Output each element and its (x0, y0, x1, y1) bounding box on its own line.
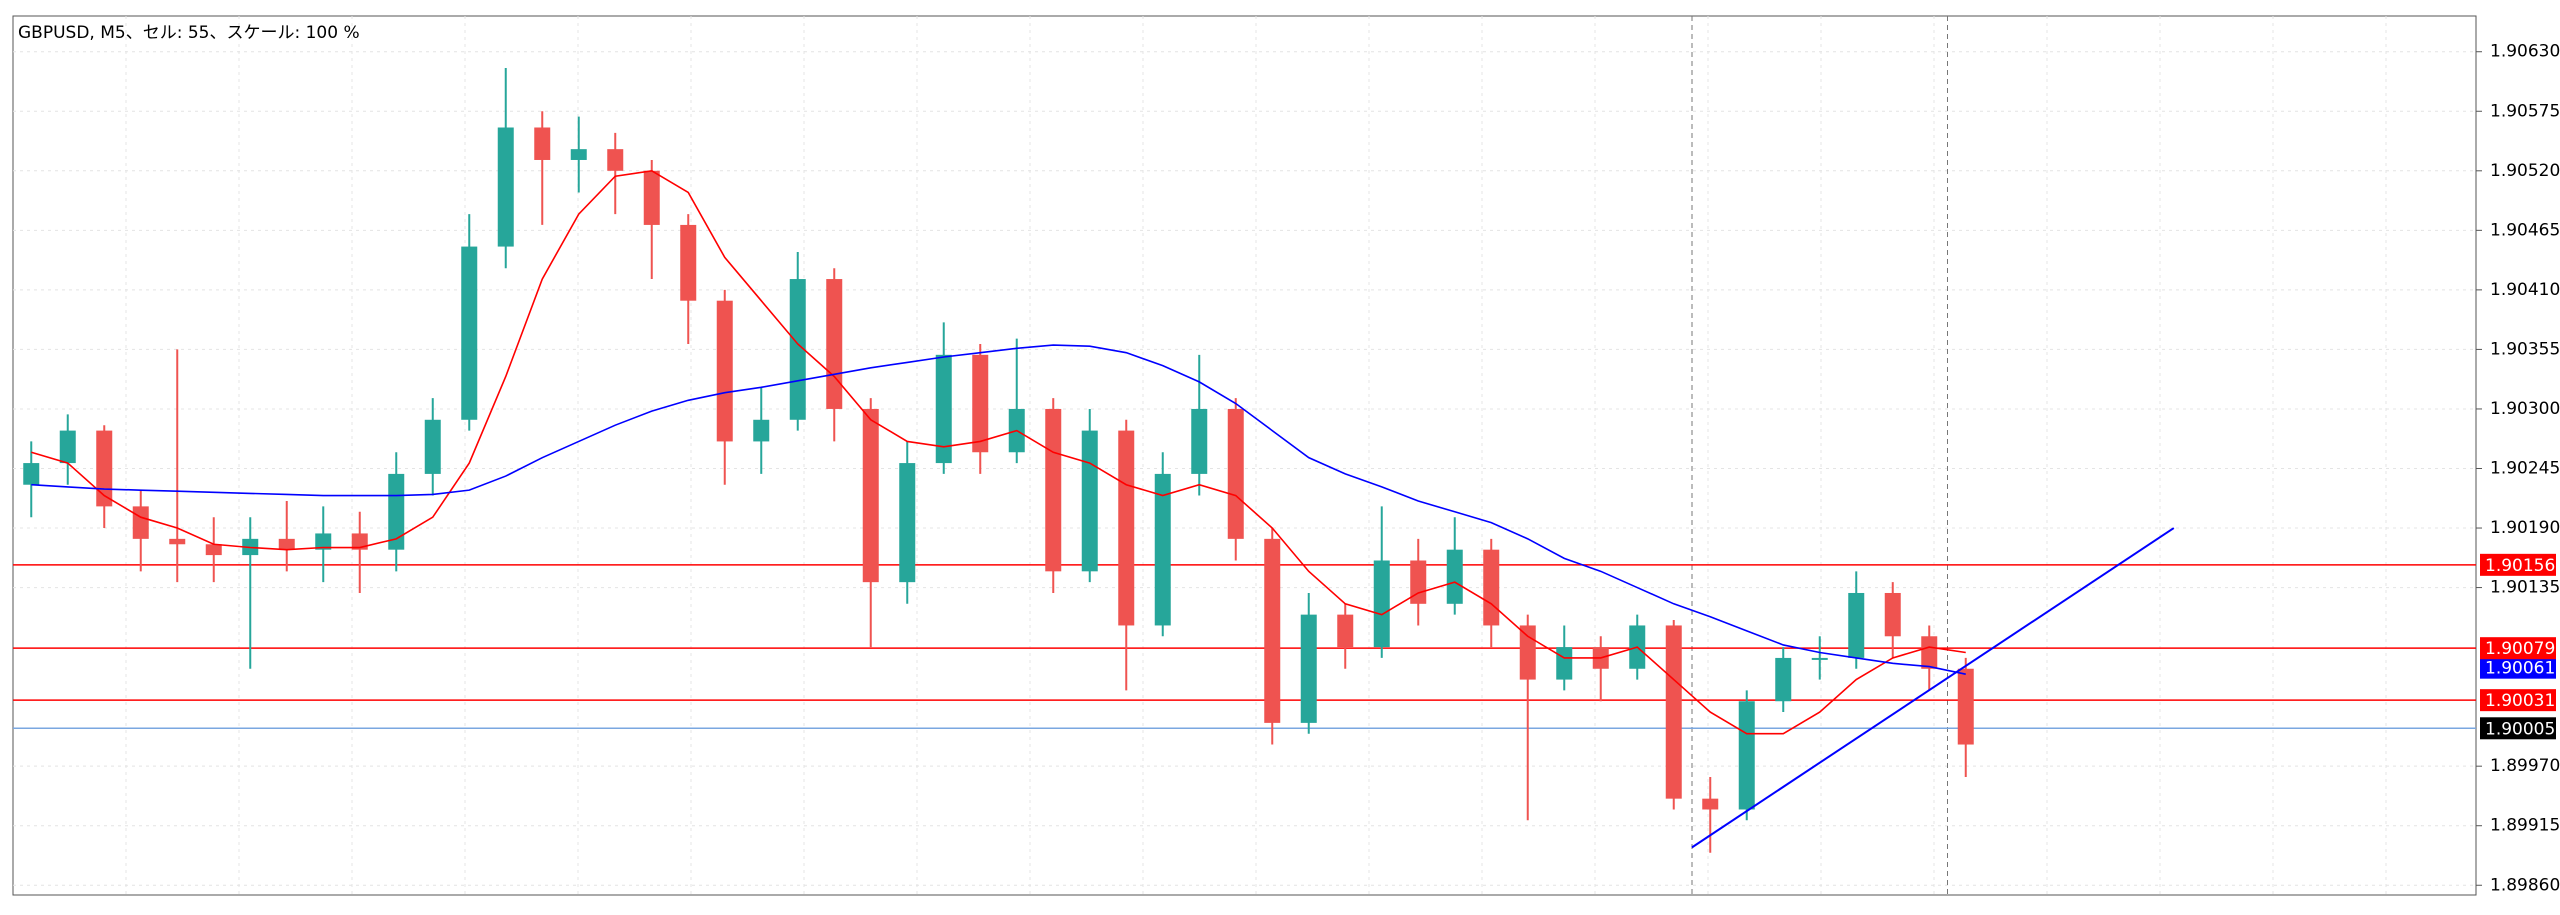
moving-average (31, 344, 1966, 675)
y-tick-label: 1.90355 (2490, 339, 2560, 359)
candle-body (1921, 636, 1938, 669)
candle-body (1118, 430, 1135, 626)
candle-body (607, 149, 624, 171)
y-tick-label: 1.90135 (2490, 578, 2560, 598)
level-label-box (2480, 637, 2556, 660)
candle-body (1154, 473, 1171, 626)
level-label-box (2480, 553, 2556, 576)
candle-body (1446, 549, 1463, 604)
candle-body (23, 463, 40, 485)
candle-body (278, 538, 295, 550)
candle-body (1337, 614, 1354, 648)
candle-body (497, 127, 514, 247)
candle-body (935, 354, 952, 464)
moving-average (31, 169, 1966, 735)
y-tick-label: 1.90520 (2490, 161, 2560, 181)
candle-body (972, 354, 989, 453)
candle-body (1702, 798, 1719, 810)
y-tick-label: 1.89860 (2490, 875, 2560, 895)
candle-body (1300, 614, 1317, 723)
candle-body (1775, 657, 1792, 702)
candle-body (1811, 657, 1828, 660)
y-tick-label: 1.90465 (2490, 220, 2560, 240)
candle-body (753, 419, 770, 442)
candle-body (351, 533, 368, 550)
candle-body (59, 430, 76, 464)
candle-body (1264, 538, 1281, 723)
level-label: 1.90079 (2485, 639, 2555, 659)
y-tick-label: 1.89970 (2490, 756, 2560, 776)
candle-body (643, 170, 660, 225)
candle-body (1556, 647, 1573, 680)
level-label: 1.90156 (2485, 556, 2555, 576)
candle-body (716, 300, 733, 442)
candle-body (1738, 701, 1755, 810)
level-label-box (2480, 689, 2556, 712)
candle-body (315, 533, 332, 550)
y-tick-label: 1.90300 (2490, 399, 2560, 419)
candle-body (680, 224, 697, 301)
candle-body (205, 544, 222, 556)
level-label-box (2480, 656, 2556, 679)
candle-body (789, 279, 806, 420)
plot-frame (12, 15, 2477, 896)
candle-body (1665, 625, 1682, 799)
candle-body (169, 538, 186, 545)
level-label: 1.90031 (2485, 691, 2555, 711)
candle-body (1483, 549, 1500, 626)
candle-body (534, 127, 551, 160)
level-label: 1.90005 (2485, 719, 2555, 739)
candle-body (570, 149, 587, 160)
candle-body (1957, 668, 1974, 745)
y-tick-label: 1.90190 (2490, 518, 2560, 538)
y-tick-label: 1.90245 (2490, 458, 2560, 478)
candle-body (899, 463, 916, 583)
candle-body (862, 408, 879, 583)
candle-body (1227, 408, 1244, 539)
candle-body (1191, 408, 1208, 474)
candle-body (1848, 592, 1865, 658)
candle-body (1081, 430, 1098, 572)
candle-body (1410, 560, 1427, 604)
level-label-box (2480, 717, 2556, 740)
y-tick-label: 1.90575 (2490, 101, 2560, 121)
candle-body (1373, 560, 1390, 648)
candle-body (388, 473, 405, 550)
level-label: 1.90061 (2485, 659, 2555, 679)
candle-body (96, 430, 113, 507)
y-tick-label: 1.90630 (2490, 42, 2560, 62)
chart-title: GBPUSD, M5、セル: 55、スケール: 100 % (18, 23, 360, 43)
candle-body (1519, 625, 1536, 680)
candle-body (132, 506, 149, 539)
candle-body (1045, 408, 1062, 572)
trend-line (1691, 527, 2175, 849)
candle-body (1884, 592, 1901, 637)
y-tick-label: 1.90410 (2490, 280, 2560, 300)
candle-body (461, 246, 478, 420)
y-tick-label: 1.89915 (2490, 816, 2560, 836)
candle-body (424, 419, 441, 474)
candle-body (826, 279, 843, 409)
